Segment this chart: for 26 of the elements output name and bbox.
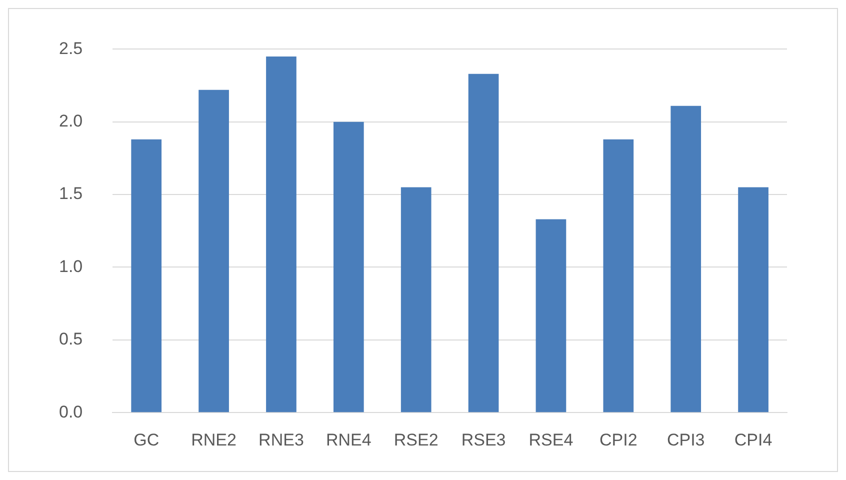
bar xyxy=(266,56,296,412)
bar xyxy=(333,122,364,412)
y-tick-label: 2.0 xyxy=(58,112,83,131)
bar xyxy=(670,106,702,412)
y-tick-label: 0.5 xyxy=(58,330,83,349)
bar xyxy=(400,187,432,412)
y-tick-label: 1.0 xyxy=(58,256,83,276)
x-tick-label: CPI4 xyxy=(734,430,772,450)
y-tick-label: 0.0 xyxy=(58,402,83,422)
x-tick-label: RNE4 xyxy=(326,430,372,450)
bar xyxy=(131,139,162,412)
bar xyxy=(198,90,229,412)
bar xyxy=(536,219,566,412)
x-tick-label: CPI2 xyxy=(600,430,638,450)
y-tick-label: 2.5 xyxy=(58,38,83,58)
x-tick-label: RSE2 xyxy=(394,430,438,450)
x-tick-label: RSE3 xyxy=(461,430,506,450)
x-tick-label: CPI3 xyxy=(666,430,705,450)
x-tick-label: RNE3 xyxy=(258,430,304,450)
bar xyxy=(603,139,634,412)
y-tick-label: 1.5 xyxy=(58,184,83,204)
bar xyxy=(468,74,499,412)
x-tick-label: GC xyxy=(134,430,160,450)
bar xyxy=(738,187,768,412)
x-tick-label: RSE4 xyxy=(528,430,574,450)
x-tick-label: RNE2 xyxy=(191,430,236,450)
